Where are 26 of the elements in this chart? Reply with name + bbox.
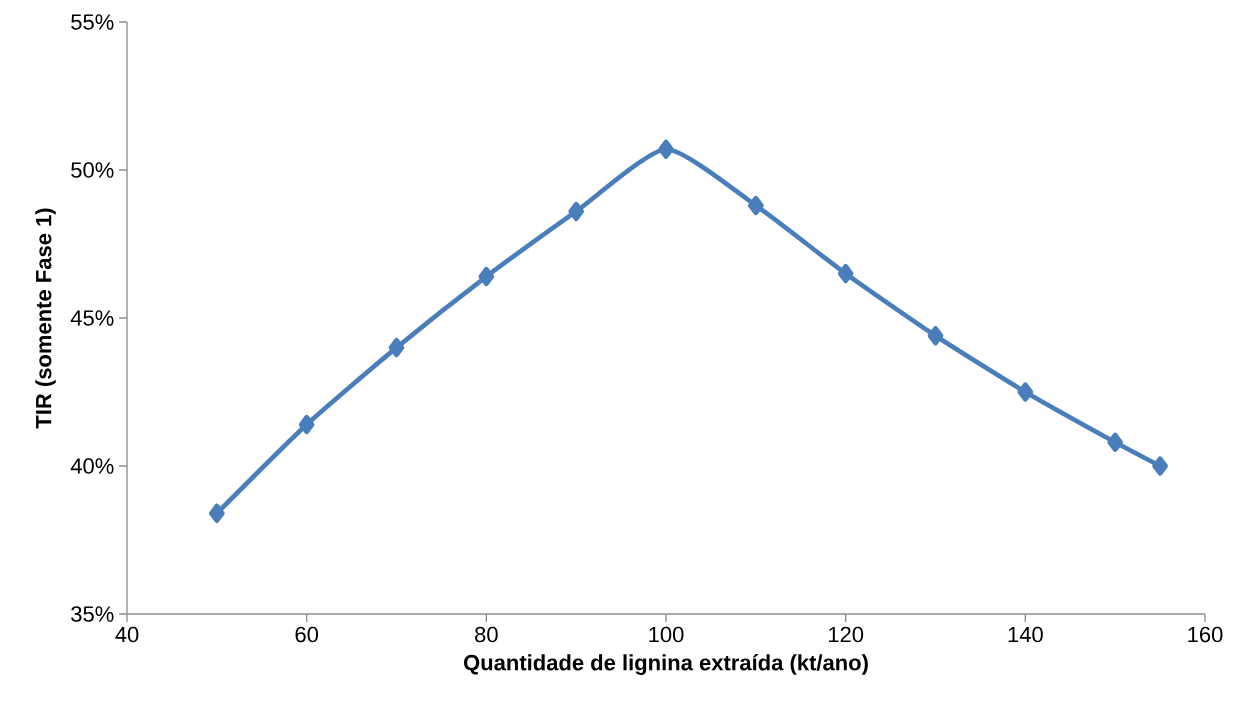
x-tick-label: 80 [475,626,498,643]
point [1017,382,1034,402]
point [658,139,674,159]
point [748,195,764,216]
point [1107,432,1124,452]
point [209,503,225,524]
x-axis-title: Quantidade de lignina extraída (kt/ano) [463,654,868,675]
x-tick-label: 40 [115,626,139,643]
y-tick-label: 40% [70,458,114,474]
y-tick-label: 55% [71,14,114,30]
x-tick-label: 120 [829,626,864,643]
point [478,266,495,287]
y-tick-label: 45% [70,310,114,326]
point [298,414,315,435]
y-axis-title: TIR (somente Fase 1) [35,208,56,429]
y-tick-label: 50% [71,162,114,178]
point [568,201,585,222]
point [927,326,944,346]
x-tick-label: 140 [1008,626,1043,643]
y-tick-label: 35% [71,606,114,622]
x-tick-label: 60 [295,626,319,643]
x-tick-label: 100 [649,626,684,643]
x-tick-label: 160 [1188,626,1223,643]
point [837,263,854,284]
point [1152,456,1168,476]
point [388,337,405,358]
